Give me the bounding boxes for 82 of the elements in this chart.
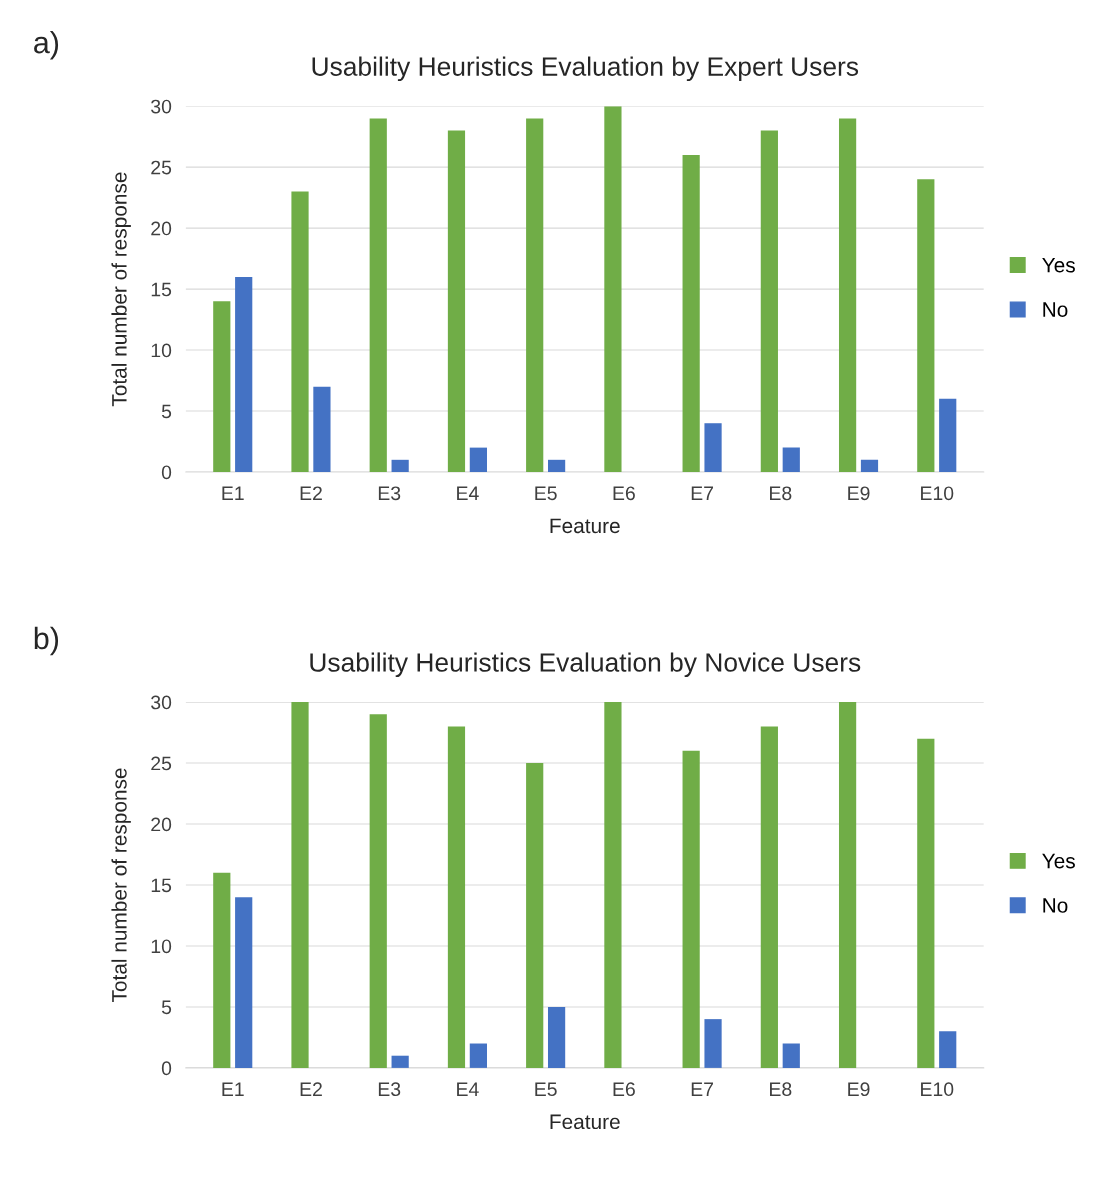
- chart-title: Usability Heuristics Evaluation by Expert Users: [312, 56, 859, 82]
- bar: [704, 423, 722, 472]
- x-tick-label: E2: [300, 486, 322, 500]
- bar: [547, 1006, 566, 1068]
- bar: [682, 750, 700, 1068]
- y-tick-label: 0: [161, 465, 172, 480]
- bar: [860, 459, 879, 472]
- x-tick-label: E4: [457, 1082, 479, 1096]
- y-tick-label: 25: [151, 756, 172, 771]
- bar: [760, 130, 778, 472]
- x-tick-label: E9: [848, 486, 870, 501]
- y-tick-label: 30: [151, 99, 172, 114]
- y-axis-title: Total number of response: [111, 172, 131, 407]
- bar: [760, 726, 778, 1068]
- x-tick-label: E7: [691, 1082, 714, 1096]
- x-tick-label: E6: [613, 1082, 635, 1097]
- x-tick-label: E7: [691, 486, 714, 500]
- y-tick-label: 15: [151, 878, 172, 893]
- bar: [213, 301, 231, 472]
- bar: [917, 179, 935, 472]
- bar: [917, 738, 935, 1068]
- bar: [782, 1043, 800, 1068]
- x-tick-label: E5: [535, 486, 557, 501]
- x-tick-label: E6: [613, 486, 635, 501]
- bar: [704, 1019, 722, 1068]
- legend-label: Yes: [1042, 853, 1075, 869]
- bar: [369, 714, 387, 1068]
- bar: [682, 154, 700, 472]
- x-tick-label: E5: [535, 1082, 557, 1097]
- bar: [447, 726, 466, 1068]
- bar: [213, 872, 231, 1068]
- y-tick-label: 25: [151, 160, 172, 175]
- y-tick-label: 10: [151, 343, 172, 358]
- bar: [782, 447, 800, 472]
- bar: [547, 459, 566, 472]
- bar: [526, 763, 544, 1068]
- x-tick-label: E8: [770, 486, 792, 501]
- y-tick-label: 10: [151, 939, 172, 954]
- bar: [369, 118, 387, 472]
- bar: [313, 386, 331, 472]
- legend-label: No: [1043, 302, 1068, 317]
- x-axis-title: Feature: [550, 518, 620, 534]
- x-tick-label: E4: [457, 486, 479, 500]
- bar: [235, 276, 253, 472]
- y-tick-label: 30: [151, 695, 172, 710]
- y-tick-label: 0: [161, 1061, 172, 1076]
- bar: [391, 1055, 409, 1068]
- y-tick-label: 5: [161, 1000, 172, 1015]
- x-axis-title: Feature: [550, 1114, 620, 1130]
- bar: [939, 398, 957, 472]
- bar: [526, 118, 544, 472]
- bar: [235, 897, 253, 1068]
- legend-label: No: [1043, 898, 1068, 913]
- y-tick-label: 20: [151, 221, 172, 236]
- y-tick-label: 15: [151, 282, 172, 297]
- x-tick-label: E9: [848, 1082, 870, 1097]
- bar: [469, 447, 487, 472]
- bar: [604, 106, 622, 472]
- bar: [447, 130, 466, 472]
- bar: [391, 459, 409, 472]
- y-tick-label: 5: [161, 404, 172, 419]
- bar: [469, 1043, 487, 1068]
- bar: [604, 702, 622, 1068]
- bar: [838, 118, 857, 472]
- x-tick-label: E2: [300, 1082, 322, 1096]
- y-tick-label: 20: [151, 817, 172, 832]
- x-tick-label: E3: [378, 1082, 401, 1097]
- x-tick-label: E10: [921, 1082, 954, 1097]
- bar: [291, 702, 309, 1068]
- text: b): [34, 626, 59, 656]
- x-tick-label: E1: [222, 486, 244, 500]
- chart-title: Usability Heuristics Evaluation by Novice Users: [310, 652, 861, 678]
- y-axis-title: Total number of response: [111, 768, 131, 1003]
- bar: [291, 191, 309, 472]
- x-tick-label: E10: [921, 486, 954, 501]
- text: a): [34, 30, 59, 60]
- x-tick-label: E8: [770, 1082, 792, 1097]
- legend-label: Yes: [1042, 257, 1075, 273]
- x-tick-label: E1: [222, 1082, 244, 1096]
- bar: [838, 702, 857, 1068]
- x-tick-label: E3: [378, 486, 401, 501]
- bar: [939, 1031, 957, 1068]
